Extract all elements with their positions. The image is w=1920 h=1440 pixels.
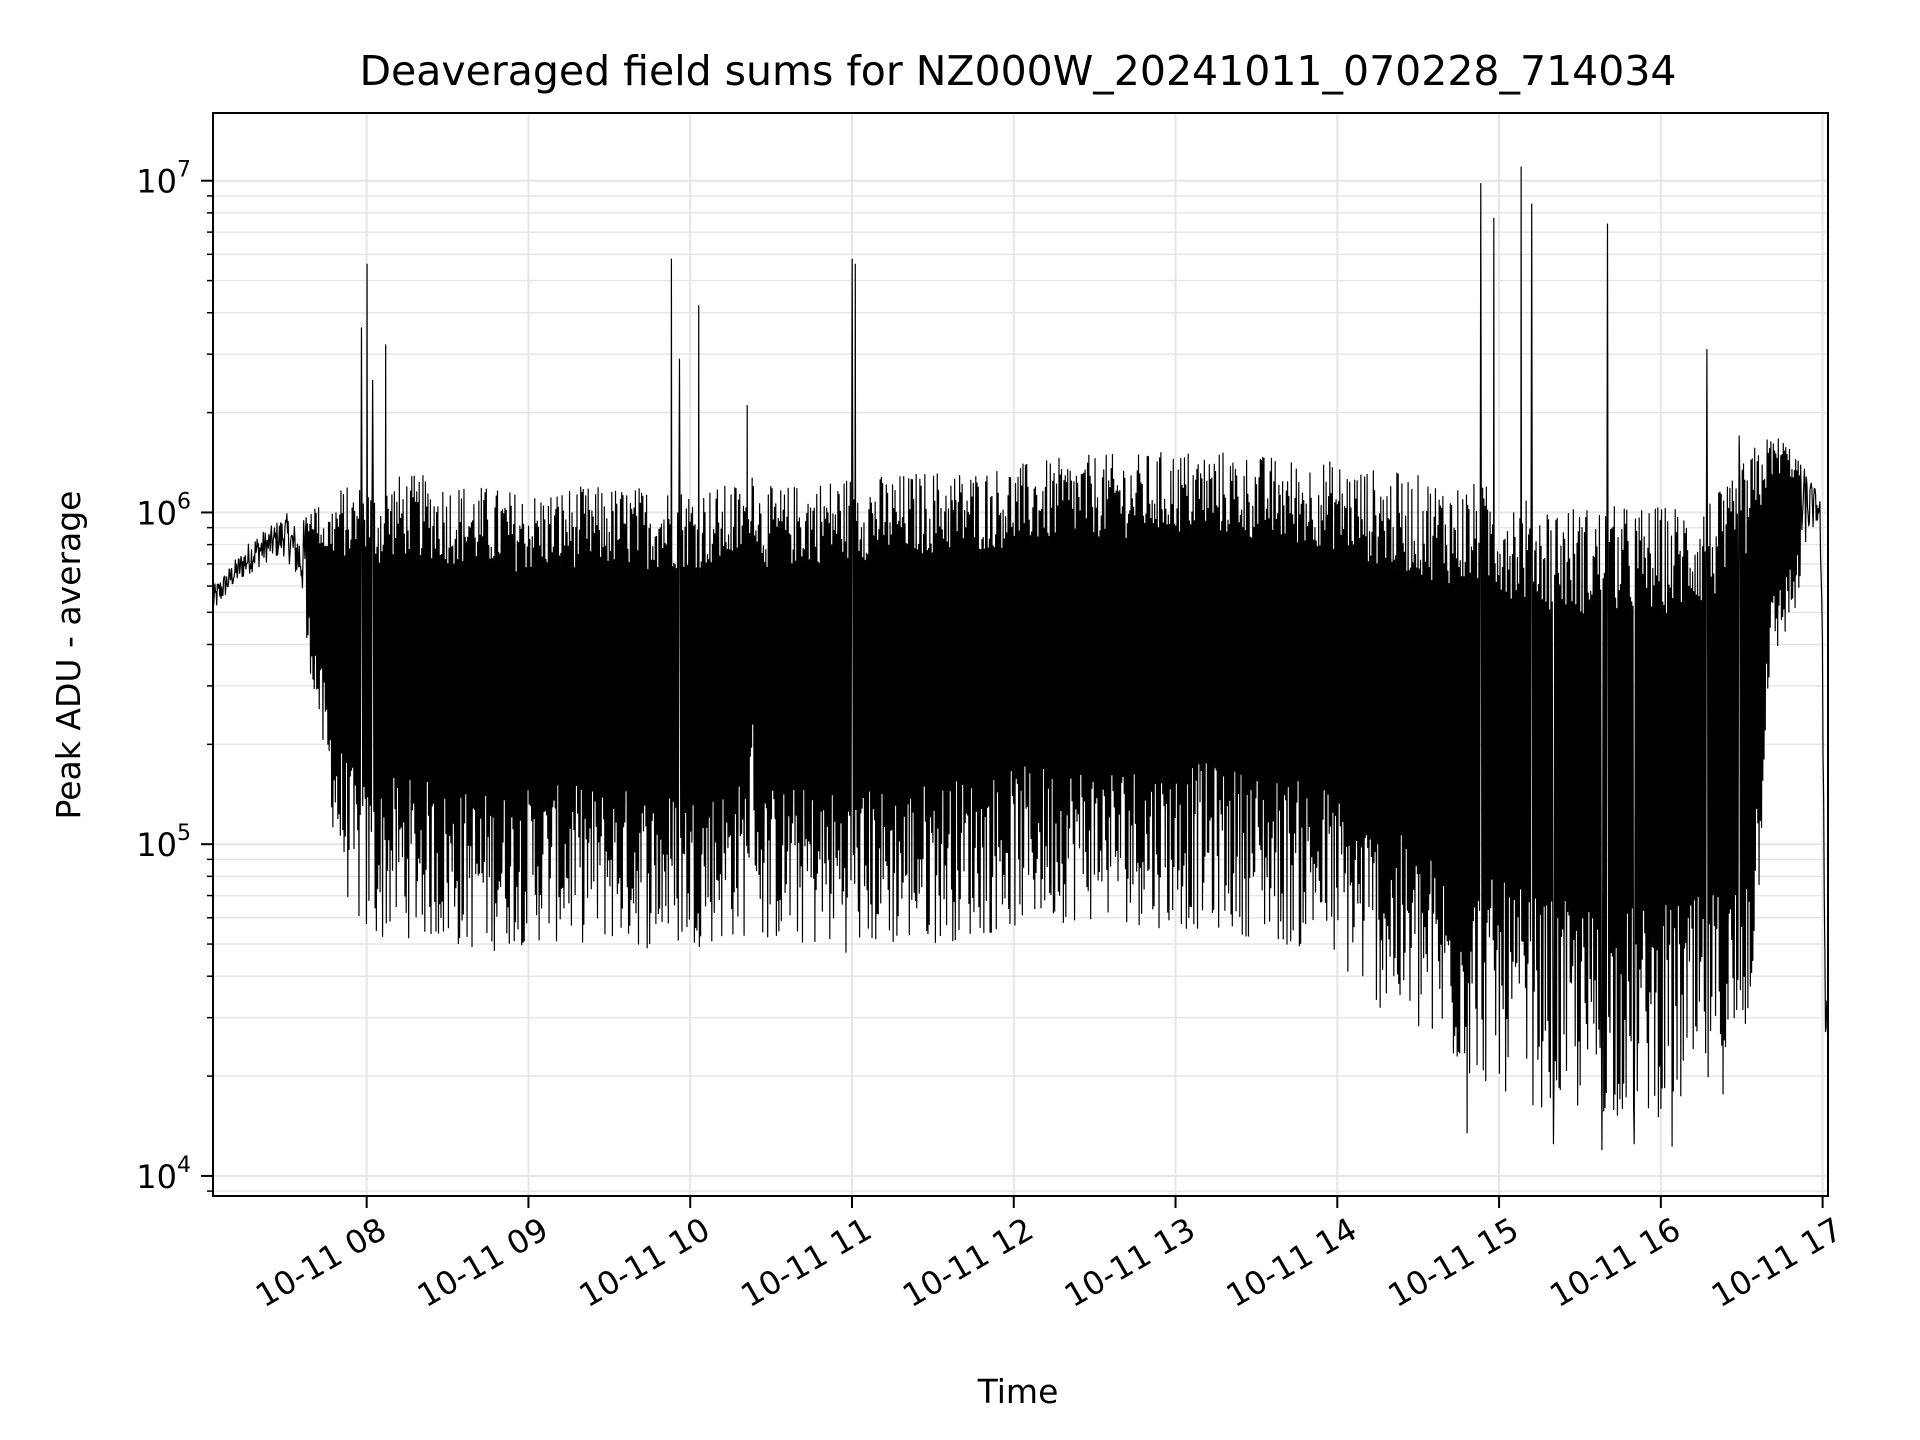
y-tick-label: 107	[136, 158, 191, 201]
x-axis-label: Time	[977, 1372, 1059, 1411]
y-tick-label: 106	[136, 489, 191, 532]
y-tick-label: 105	[136, 821, 191, 864]
y-tick-base: 10	[136, 826, 177, 864]
y-tick-label: 104	[136, 1153, 191, 1196]
y-tick-base: 10	[136, 163, 177, 201]
series-path	[212, 166, 1829, 1151]
series-line	[212, 166, 1829, 1151]
plot-frame	[212, 112, 1829, 1197]
y-tick-base: 10	[136, 494, 177, 532]
y-axis-label: Peak ADU - average	[49, 491, 88, 820]
y-tick-exponent: 4	[177, 1153, 191, 1178]
chart-title: Deaveraged field sums for NZ000W_2024101…	[359, 47, 1676, 95]
y-tick-exponent: 5	[177, 821, 191, 846]
y-tick-base: 10	[136, 1158, 177, 1196]
y-tick-exponent: 6	[177, 489, 191, 514]
y-tick-exponent: 7	[177, 158, 191, 183]
